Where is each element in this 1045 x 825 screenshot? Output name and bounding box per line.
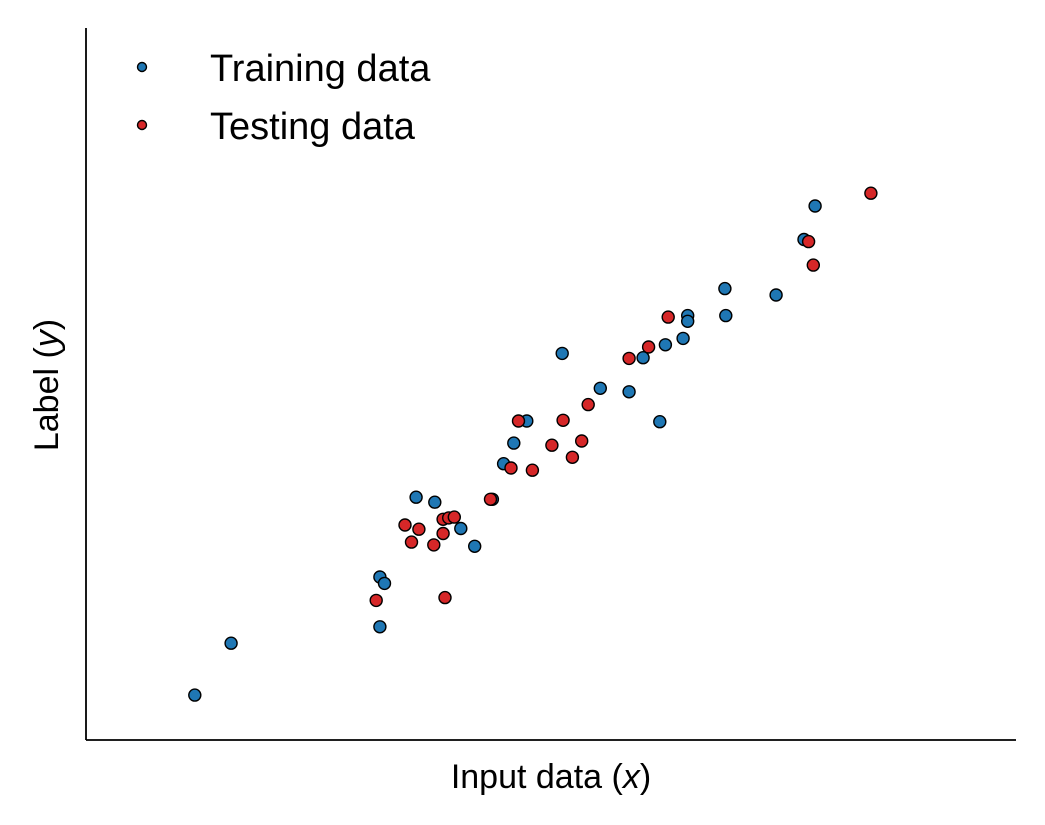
testing-point-19: [622, 351, 636, 366]
training-point-8: [468, 539, 482, 553]
testing-point-3: [412, 522, 426, 536]
x-axis-title: Input data (x): [451, 758, 651, 796]
legend-label-training: Training data: [210, 48, 431, 90]
testing-point-12: [511, 414, 526, 428]
testing-point-10: [483, 492, 498, 506]
y-axis-title: Label (y): [28, 319, 66, 451]
training-point-2: [373, 620, 387, 634]
training-point-0: [188, 688, 202, 702]
legend-label-testing: Testing data: [210, 106, 416, 148]
testing-point-14: [545, 438, 559, 452]
testing-point-23: [806, 258, 820, 272]
testing-point-17: [575, 434, 589, 448]
testing-point-0: [369, 593, 383, 608]
training-point-21: [681, 314, 695, 328]
legend-entry-training: Training data: [136, 48, 431, 90]
training-point-26: [808, 199, 822, 213]
testing-point-21: [661, 310, 675, 324]
testing-point-8: [447, 510, 461, 524]
training-point-7: [454, 521, 468, 536]
training-point-23: [719, 308, 733, 323]
testing-point-22: [801, 234, 816, 249]
testing-point-4: [427, 538, 441, 552]
training-point-22: [718, 281, 732, 296]
legend-entry-testing: Testing data: [136, 106, 416, 148]
training-point-18: [653, 415, 667, 429]
training-point-14: [593, 381, 607, 395]
training-point-4: [377, 576, 392, 591]
testing-point-5: [436, 526, 450, 541]
training-point-17: [658, 338, 673, 352]
legend: Training data Testing data: [136, 48, 431, 148]
training-point-16: [636, 351, 650, 365]
testing-point-13: [525, 463, 540, 477]
data-points: [188, 186, 878, 702]
testing-point-18: [581, 397, 595, 412]
legend-marker-training: [136, 61, 148, 73]
testing-point-15: [556, 413, 570, 427]
training-point-1: [224, 636, 238, 650]
training-point-13: [555, 346, 569, 361]
testing-point-20: [641, 340, 656, 354]
training-point-15: [622, 385, 636, 399]
plot-area: [85, 28, 1016, 741]
training-point-5: [409, 490, 423, 504]
testing-point-1: [398, 518, 412, 532]
training-point-19: [676, 331, 690, 346]
testing-point-2: [404, 535, 419, 549]
training-point-11: [507, 436, 521, 450]
testing-point-11: [504, 461, 518, 475]
training-point-24: [769, 288, 783, 302]
testing-point-9: [438, 590, 452, 605]
legend-marker-testing: [136, 119, 148, 131]
testing-point-24: [864, 186, 878, 200]
training-point-6: [428, 495, 442, 509]
testing-point-16: [565, 450, 580, 464]
